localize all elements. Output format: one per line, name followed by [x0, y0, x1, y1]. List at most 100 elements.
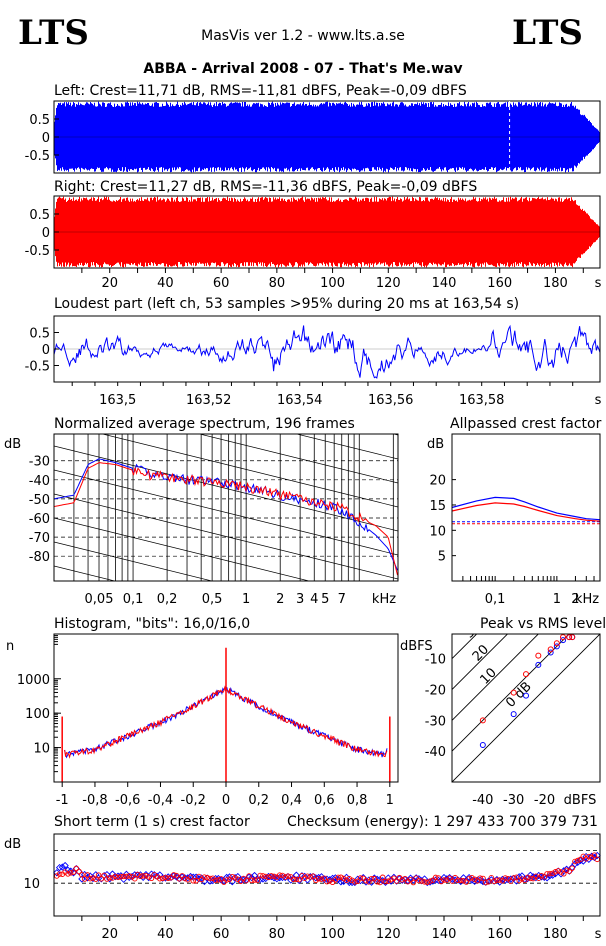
- peak-rms-point-right: [569, 634, 576, 641]
- crest-point-right: [471, 876, 478, 883]
- crest-point-left: [225, 873, 234, 881]
- peak-rms-crest-label: 0 dB: [503, 679, 535, 711]
- spectrum-xtick-label: kHz: [372, 592, 396, 607]
- crest-point-right: [569, 865, 575, 871]
- spectrum-xtick-label: 4: [310, 592, 318, 607]
- crest-point-right: [340, 875, 347, 882]
- crest-point-right: [508, 878, 514, 884]
- peak-rms-ylabel: dBFS: [400, 639, 433, 654]
- crest-point-right: [132, 875, 138, 882]
- crest-point-right: [190, 878, 197, 884]
- crest-point-right: [346, 875, 353, 882]
- crest-point-right: [416, 877, 422, 884]
- crest-point-left: [292, 871, 300, 879]
- spectrum-xtick-label: 7: [338, 592, 346, 607]
- loudest-tick-label: s: [595, 393, 602, 408]
- logo-right: LTS: [512, 13, 583, 53]
- crest-point-right: [382, 878, 389, 885]
- crest-point-right: [134, 871, 141, 878]
- peak-rms-point-left: [560, 637, 566, 644]
- right-wave-ytick-label: 0.5: [29, 208, 50, 223]
- left-waveform-plot: 0.5 0 -0.5: [25, 100, 601, 174]
- crest-point-right: [229, 873, 236, 880]
- peak-rms-crest-label: 40: [454, 596, 476, 618]
- app-title: MasVis ver 1.2 - www.lts.a.se: [201, 28, 405, 44]
- file-title: ABBA - Arrival 2008 - 07 - That's Me.wav: [143, 61, 462, 77]
- crest-point-left: [579, 857, 587, 865]
- crest-point-left: [593, 851, 601, 860]
- crest-point-left: [248, 874, 256, 882]
- crest-point-right: [207, 875, 213, 882]
- crest-point-right: [502, 875, 509, 881]
- allpass-ytick-label: 20: [429, 474, 446, 489]
- peak-rms-crest-label: 20: [470, 642, 492, 664]
- peak-rms-point-right: [553, 640, 560, 647]
- histogram-xtick-label: 0,8: [347, 793, 368, 808]
- peak-rms-point-left: [479, 742, 486, 748]
- crest-point-right: [145, 874, 152, 880]
- histogram-title: Histogram, "bits": 16,0/16,0: [54, 616, 250, 632]
- crest-point-right: [457, 877, 464, 884]
- crest-point-right: [120, 873, 127, 880]
- crest-point-left: [415, 875, 423, 883]
- crest-title: Short term (1 s) crest factor: [54, 814, 250, 830]
- crest-point-right: [519, 876, 525, 882]
- crest-point-right: [73, 865, 80, 872]
- spectrum-slope-line: [54, 517, 311, 581]
- crest-point-right: [510, 875, 517, 881]
- crest-xtick-label: 100: [320, 927, 345, 942]
- crest-point-right: [310, 873, 316, 879]
- crest-point-right: [547, 870, 553, 877]
- histogram-ylabel: n: [6, 639, 14, 654]
- crest-point-left: [507, 875, 515, 883]
- crest-point-right: [407, 876, 414, 883]
- crest-point-right: [115, 874, 121, 881]
- crest-point-right: [491, 878, 497, 885]
- time-tick-label: 20: [101, 276, 118, 291]
- spectrum-xtick-label: 1: [242, 592, 250, 607]
- crest-point-right: [324, 878, 330, 885]
- crest-point-right: [307, 874, 314, 880]
- crest-point-right: [321, 875, 327, 881]
- logo-left: LTS: [18, 13, 89, 53]
- peak-rms-xtick-label: dBFS: [564, 793, 597, 808]
- peak-rms-crest-line: [452, 634, 478, 660]
- spectrum-xtick-label: 5: [321, 592, 329, 607]
- crest-point-right: [349, 877, 355, 884]
- peak-rms-crest-label: 10: [478, 665, 500, 687]
- spectrum-xtick-label: 0,5: [202, 592, 223, 607]
- crest-xtick-label: 140: [432, 927, 457, 942]
- crest-point-right: [354, 878, 361, 885]
- crest-point-right: [371, 875, 378, 882]
- spectrum-slope-line: [54, 302, 398, 387]
- allpass-xtick-label: 2: [571, 592, 579, 607]
- crest-point-right: [118, 874, 124, 880]
- crest-point-left: [131, 871, 139, 879]
- crest-point-right: [98, 876, 105, 882]
- peak-rms-title: Peak vs RMS level: [480, 616, 606, 632]
- crest-point-right: [157, 875, 163, 882]
- crest-point-right: [112, 873, 119, 880]
- allpass-frame: [451, 433, 601, 582]
- spectrum-slope-line: [54, 469, 398, 556]
- spectrum-xtick-label: 0,1: [123, 592, 144, 607]
- crest-point-right: [338, 874, 344, 881]
- peak-rms-ytick-label: -40: [425, 745, 446, 760]
- right-waveform-plot: 0.5 0 -0.5 20 40 60 80 100 120 140 160 180 s: [25, 195, 602, 291]
- loudest-tick-label: 163,5: [99, 393, 136, 408]
- crest-point-right: [279, 872, 286, 879]
- histogram-ytick-label: 1000: [17, 673, 50, 688]
- spectrum-slope-line: [198, 434, 398, 484]
- crest-point-right: [466, 876, 472, 882]
- crest-point-right: [293, 876, 300, 883]
- crest-point-right: [574, 857, 581, 864]
- crest-point-right: [399, 877, 405, 883]
- crest-point-left: [345, 878, 353, 887]
- crest-point-right: [460, 878, 467, 884]
- peak-rms-xtick-label: -30: [503, 793, 524, 808]
- crest-point-right: [140, 873, 146, 879]
- spectrum-title: Normalized average spectrum, 196 frames: [54, 416, 355, 432]
- right-wave-ytick-label: 0: [42, 226, 50, 241]
